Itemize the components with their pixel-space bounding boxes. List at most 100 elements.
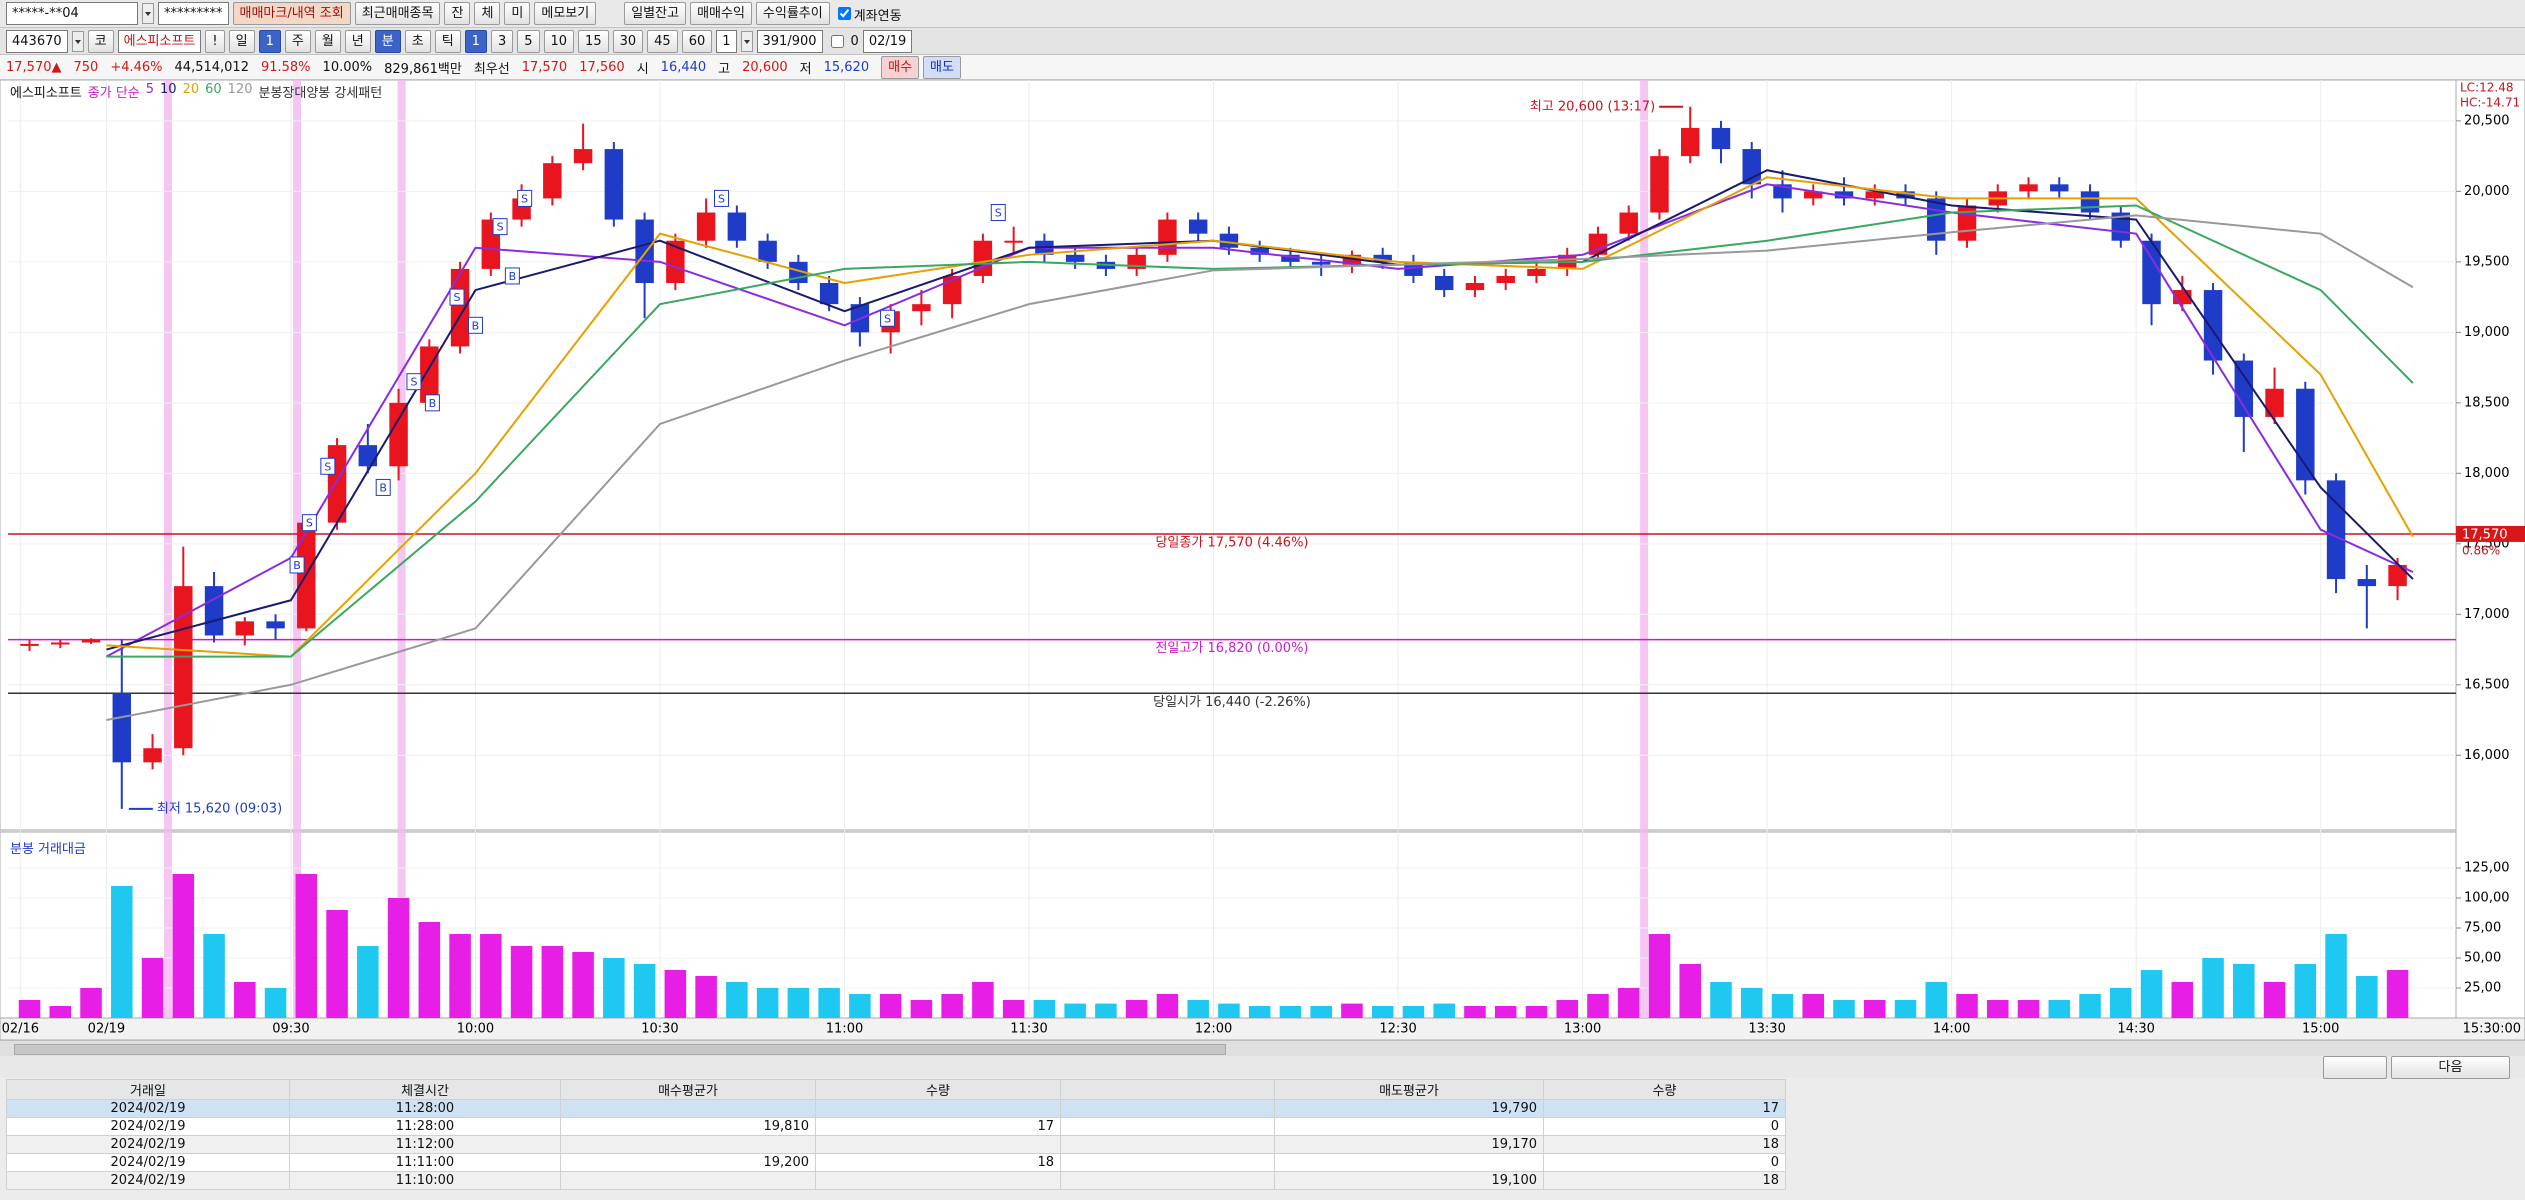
candle-body [143, 748, 162, 763]
market-button[interactable]: 코 [87, 29, 114, 53]
period-button[interactable]: 주 [284, 29, 311, 53]
toolbar-button[interactable]: 미 [504, 2, 531, 25]
date-input[interactable]: 02/19 [862, 29, 913, 53]
x-tick-label: 10:00 [457, 1022, 494, 1037]
candle-body [973, 240, 993, 276]
name-input[interactable]: 에스피소프트 [117, 29, 202, 53]
candle-body [543, 163, 562, 199]
volume-bar [572, 952, 594, 1018]
code-input[interactable]: 443670 [6, 29, 68, 53]
unit-input[interactable]: 1 [716, 29, 737, 53]
count-input[interactable]: 391/900 [756, 29, 823, 53]
toolbar-button[interactable]: 매매수익 [690, 2, 752, 25]
next-button[interactable]: 다음 [2391, 1056, 2510, 1079]
ask: 17,570 [521, 59, 568, 75]
volume-bar [203, 934, 225, 1018]
table-row[interactable]: 2024/02/19 11:11:00 19,200 18 0 [6, 1153, 1786, 1172]
account-link-label: 계좌연동 [853, 8, 902, 24]
candle-body [1250, 247, 1269, 255]
volume-bar [2048, 1000, 2071, 1018]
candle-body [912, 304, 931, 312]
period-button[interactable]: 년 [344, 29, 371, 53]
period-button[interactable]: 월 [314, 29, 341, 53]
volume-bar [1433, 1003, 1455, 1018]
table-cell: 19,200 [560, 1153, 816, 1172]
table-row[interactable]: 2024/02/19 11:12:00 19,170 18 [6, 1135, 1786, 1154]
signal-box [990, 204, 1006, 222]
pattern-band [1640, 80, 1649, 1018]
candle-body [1188, 219, 1208, 234]
interval-button[interactable]: 30 [612, 29, 644, 53]
volume-bar [449, 934, 471, 1018]
table-cell: 2024/02/19 [6, 1171, 290, 1190]
candle-body [20, 643, 39, 646]
table-row[interactable]: 2024/02/19 11:10:00 19,100 18 [6, 1171, 1786, 1190]
toolbar-button[interactable]: 체 [474, 2, 501, 25]
period-button[interactable]: 분 [374, 29, 401, 53]
interval-button[interactable]: 10 [543, 29, 575, 53]
volume-bar [756, 988, 779, 1018]
offset-checkbox[interactable] [830, 34, 844, 48]
candle-body [758, 240, 777, 262]
interval-button[interactable]: 5 [517, 29, 540, 53]
volume-bar [1956, 994, 1978, 1018]
alert-button[interactable]: ! [205, 29, 225, 53]
signal-label: S [718, 192, 725, 205]
interval-button[interactable]: 15 [578, 29, 609, 53]
toolbar-button[interactable]: 최근매매종목 [354, 2, 441, 25]
account-dropdown[interactable] [142, 3, 154, 24]
reference-label: 전일고가 16,820 (0.00%) [1155, 641, 1308, 656]
reference-label: 당일종가 17,570 (4.46%) [1155, 535, 1308, 550]
scroll-thumb[interactable] [14, 1044, 1226, 1055]
interval-button[interactable]: 60 [681, 29, 713, 53]
buy-button[interactable]: 매수 [881, 55, 920, 79]
period-button[interactable]: 일 [228, 29, 255, 53]
table-row[interactable]: 2024/02/19 11:28:00 19,790 17 [6, 1099, 1786, 1118]
sell-button[interactable]: 매도 [923, 55, 961, 79]
candle-body [1588, 233, 1608, 255]
password-input[interactable]: ********* [158, 2, 229, 25]
candle-body [2265, 388, 2284, 417]
period-button[interactable]: 초 [404, 29, 431, 53]
volume-bar [2233, 964, 2255, 1018]
table-cell: 17 [1543, 1099, 1786, 1118]
toolbar-button[interactable]: 수익률추이 [755, 2, 830, 25]
scrollbar[interactable] [0, 1040, 2525, 1057]
table-row[interactable]: 2024/02/19 11:28:00 19,810 17 0 [6, 1117, 1786, 1136]
x-tick-label: 02/16 [2, 1022, 39, 1037]
candle-body [1281, 254, 1300, 262]
nav-bar: 다음 [0, 1056, 2525, 1079]
interval-button[interactable]: 45 [647, 29, 678, 53]
header-cell: 매도평균가 [1274, 1079, 1544, 1100]
candle-body [1434, 275, 1454, 291]
toolbar-button[interactable]: 잔 [444, 2, 471, 25]
toolbar-button[interactable]: 메모보기 [534, 2, 597, 25]
account-link[interactable]: 계좌연동 [834, 4, 902, 24]
toolbar-button[interactable]: 일별잔고 [624, 2, 687, 25]
candle-body [266, 621, 285, 629]
low-label: 저 [799, 61, 812, 77]
volume-bar [2140, 970, 2163, 1018]
candle-body [51, 642, 70, 645]
signal-box [320, 457, 336, 475]
split-button[interactable] [2323, 1056, 2387, 1079]
account-link-checkbox[interactable] [837, 6, 851, 20]
header-row: 거래일 체결시간 매수평균가 수량 매도평균가 수량 [6, 1079, 1786, 1100]
best-label: 최우선 [473, 61, 510, 77]
code-dropdown[interactable] [71, 30, 84, 52]
unit-dropdown[interactable] [740, 30, 753, 52]
volume-bar [510, 946, 533, 1018]
interval-button[interactable]: 1 [464, 29, 487, 53]
period-button[interactable]: 틱 [434, 29, 461, 53]
turnover: 10.00% [322, 59, 373, 75]
table-cell [815, 1135, 1061, 1154]
account-input[interactable]: *****-**04 [6, 2, 138, 25]
period-button[interactable]: 1 [258, 29, 281, 53]
toolbar-button[interactable]: 매매마크/내역 조회 [232, 2, 351, 25]
candle-body [2019, 184, 2038, 192]
table-cell: 2024/02/19 [6, 1135, 290, 1154]
x-tick-label: 13:00 [1564, 1022, 1601, 1037]
interval-button[interactable]: 3 [490, 29, 514, 53]
signal-box [492, 218, 508, 236]
